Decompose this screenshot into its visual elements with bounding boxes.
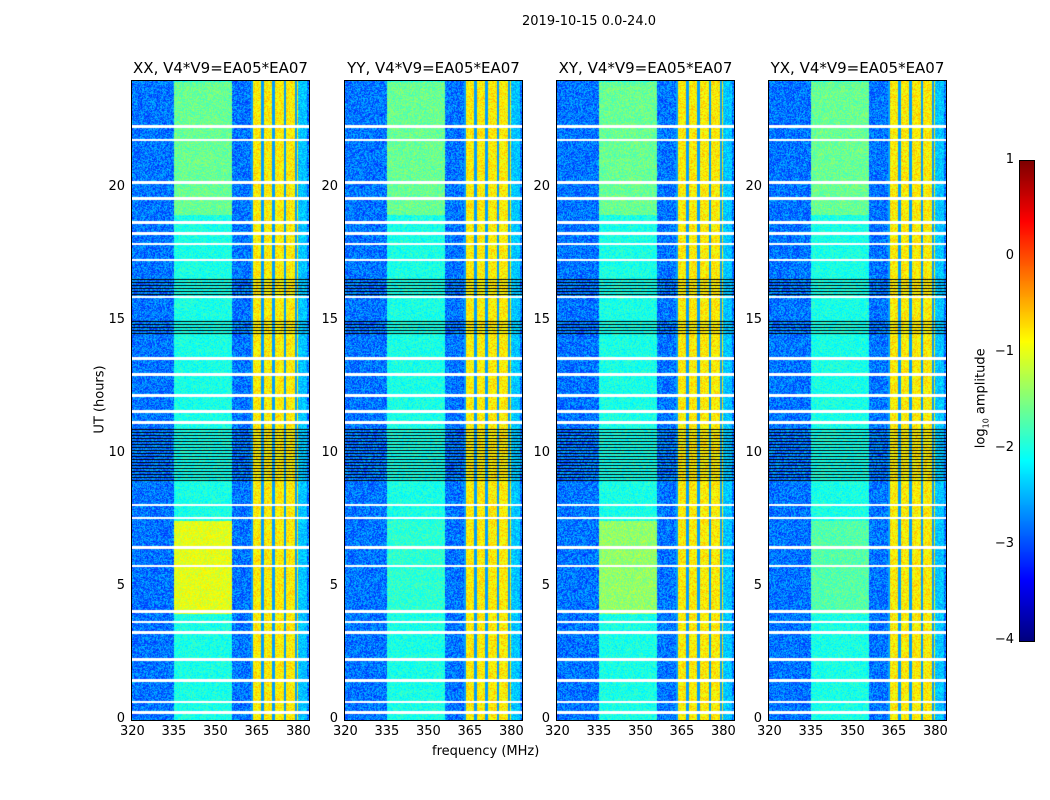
- y-tick-label: 5: [116, 577, 125, 593]
- y-tick-label: 0: [116, 711, 125, 726]
- y-tick-label: 15: [745, 311, 762, 327]
- heatmap-image: [345, 81, 522, 720]
- heatmap-image: [132, 81, 309, 720]
- x-tick-label: 380: [710, 724, 736, 739]
- x-tick-label: 365: [244, 724, 270, 739]
- x-tick-label: 350: [202, 724, 228, 739]
- panel-title: YY, V4*V9=EA05*EA07: [347, 59, 520, 77]
- x-tick-label: 365: [457, 724, 483, 739]
- panel-title: YX, V4*V9=EA05*EA07: [770, 59, 945, 77]
- colorbar-tick-label: −2: [994, 440, 1014, 455]
- y-tick-label: 0: [329, 711, 338, 726]
- colorbar-tick-label: 1: [1005, 152, 1014, 167]
- y-tick-label: 5: [541, 577, 550, 593]
- x-tick-label: 380: [922, 724, 948, 739]
- x-tick-label: 320: [545, 724, 570, 739]
- y-tick-label: 0: [541, 711, 550, 726]
- colorbar-label-sub: 10: [981, 418, 991, 429]
- x-tick-label: 365: [881, 724, 907, 739]
- x-tick-label: 320: [120, 724, 145, 739]
- y-tick-label: 10: [533, 444, 550, 460]
- colorbar-label-prefix: log: [973, 428, 989, 449]
- colorbar-label: log10 amplitude: [974, 338, 991, 458]
- colorbar-tick-label: 0: [1005, 248, 1014, 263]
- panel-1: YY, V4*V9=EA05*EA07: [344, 59, 523, 721]
- y-tick-label: 15: [533, 311, 550, 327]
- x-tick-label: 350: [839, 724, 865, 739]
- y-tick-label: 20: [108, 178, 125, 194]
- x-tick-label: 350: [415, 724, 441, 739]
- y-tick-label: 10: [745, 444, 762, 460]
- colorbar-tick-label: −1: [994, 344, 1014, 359]
- x-tick-label: 335: [586, 724, 612, 739]
- panel-0: XX, V4*V9=EA05*EA07: [131, 59, 310, 721]
- x-tick-label: 320: [333, 724, 358, 739]
- panel-title: XX, V4*V9=EA05*EA07: [133, 59, 308, 77]
- y-tick-label: 5: [329, 577, 338, 593]
- x-tick-label: 320: [757, 724, 782, 739]
- y-tick-label: 0: [753, 711, 762, 726]
- colorbar-tick-label: −4: [994, 632, 1014, 647]
- panel-3: YX, V4*V9=EA05*EA07: [768, 59, 947, 721]
- y-tick-label: 5: [753, 577, 762, 593]
- y-tick-label: 20: [533, 178, 550, 194]
- colorbar-label-suffix: amplitude: [973, 348, 989, 419]
- x-tick-label: 335: [798, 724, 824, 739]
- y-tick-label: 10: [108, 444, 125, 460]
- y-tick-label: 20: [321, 178, 338, 194]
- y-axis-label: UT (hours): [92, 365, 108, 434]
- colorbar: [1019, 160, 1035, 642]
- y-tick-label: 20: [745, 178, 762, 194]
- heatmap-image: [557, 81, 734, 720]
- x-tick-label: 380: [285, 724, 311, 739]
- y-tick-label: 10: [321, 444, 338, 460]
- x-tick-label: 335: [374, 724, 400, 739]
- panel-2: XY, V4*V9=EA05*EA07: [556, 59, 735, 721]
- x-tick-label: 335: [161, 724, 187, 739]
- x-tick-label: 350: [627, 724, 653, 739]
- y-tick-label: 15: [108, 311, 125, 327]
- x-tick-label: 380: [498, 724, 524, 739]
- x-axis-label: frequency (MHz): [432, 744, 540, 759]
- x-tick-label: 365: [669, 724, 695, 739]
- panel-title: XY, V4*V9=EA05*EA07: [558, 59, 733, 77]
- y-tick-label: 15: [321, 311, 338, 327]
- heatmap-image: [769, 81, 946, 720]
- figure-title: 2019-10-15 0.0-24.0: [522, 14, 656, 29]
- colorbar-tick-label: −3: [994, 536, 1014, 551]
